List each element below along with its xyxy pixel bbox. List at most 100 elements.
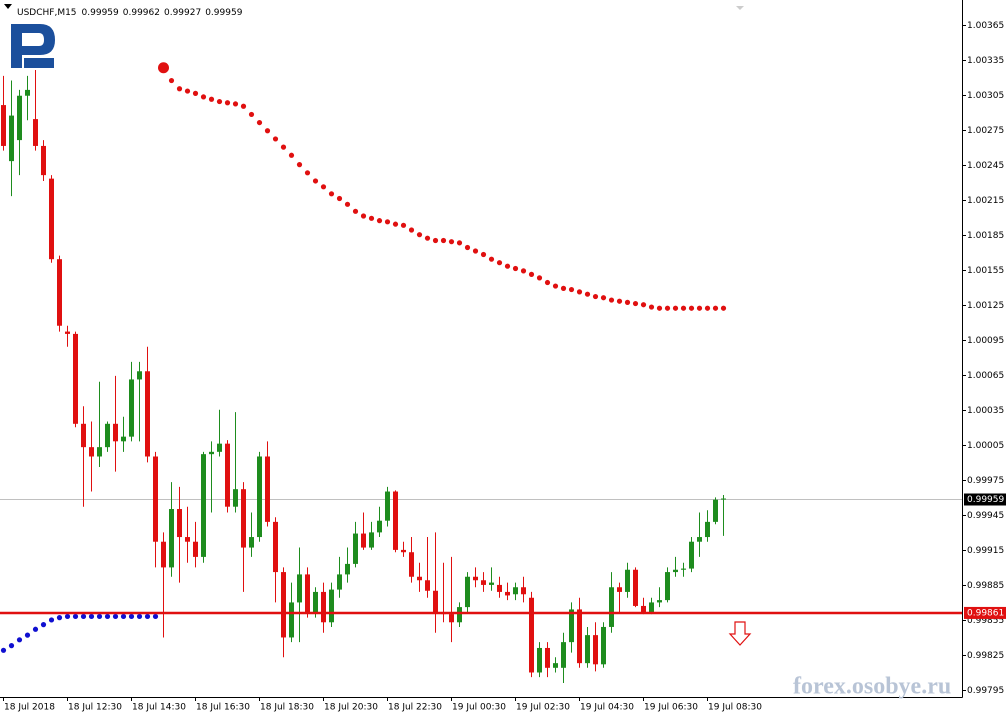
x-tick-label: 18 Jul 2018: [4, 703, 55, 713]
y-tick-label: 1.00245: [967, 161, 1004, 171]
y-tick-label: 0.99825: [967, 651, 1004, 661]
indicator-dot: [552, 283, 559, 289]
candle-body: [377, 520, 382, 533]
candle-body: [65, 331, 70, 334]
indicator-dot: [64, 613, 71, 620]
indicator-dot: [688, 305, 695, 311]
indicator-dot: [168, 77, 175, 84]
x-tick-label: 18 Jul 16:30: [196, 703, 250, 713]
indicator-dot: [256, 119, 263, 126]
menu-arrow[interactable]: [4, 4, 12, 9]
candle-body: [657, 600, 662, 603]
indicator-dot: [80, 613, 87, 620]
indicator-dot: [144, 613, 151, 620]
indicator-dot: [136, 613, 143, 620]
indicator-dot: [280, 144, 287, 150]
indicator-dot: [456, 240, 463, 246]
indicator-dot: [192, 90, 199, 97]
indicator-dot: [248, 111, 255, 118]
indicator-dot: [704, 305, 711, 311]
y-tick-label: 1.00065: [967, 371, 1004, 381]
x-tick-label: 19 Jul 04:30: [580, 703, 634, 713]
indicator-dot: [616, 298, 623, 304]
candle-body: [281, 572, 286, 638]
y-tick-label: 1.00125: [967, 301, 1004, 311]
indicator-dot: [696, 305, 703, 311]
indicator-dot: [672, 305, 679, 311]
ohlc-low: 0.99927: [164, 8, 201, 18]
candle-body: [89, 447, 94, 457]
candle-body: [73, 333, 78, 424]
candle-body: [233, 489, 238, 507]
candle-body: [329, 589, 334, 623]
indicator-dot: [360, 213, 367, 219]
y-tick-label: 0.99915: [967, 546, 1004, 556]
x-tick-label: 19 Jul 00:30: [452, 703, 506, 713]
candle-body: [617, 587, 622, 592]
indicator-dot: [152, 613, 159, 620]
indicator-dot: [24, 632, 31, 638]
candle-body: [705, 521, 710, 538]
indicator-dot: [344, 201, 351, 207]
candle-body: [273, 521, 278, 573]
indicator-dot: [176, 86, 183, 92]
candle-body: [497, 584, 502, 592]
candle-body: [713, 499, 718, 522]
candle-body: [593, 635, 598, 665]
indicator-dot: [600, 295, 607, 301]
indicator-dot: [440, 237, 447, 244]
y-tick-label: 0.99795: [967, 686, 1004, 696]
candle-body: [481, 580, 486, 585]
y-tick-label: 1.00185: [967, 231, 1004, 241]
candle-body: [529, 597, 534, 673]
y-tick-label: 1.00005: [967, 441, 1004, 451]
indicator-dot: [528, 271, 535, 277]
y-tick-label: 0.99855: [967, 616, 1004, 626]
candle-body: [489, 582, 494, 585]
y-tick-label: 1.00095: [967, 336, 1004, 346]
x-tick-label: 18 Jul 12:30: [68, 703, 122, 713]
candle-body: [601, 626, 606, 665]
candle-body: [81, 423, 86, 448]
candle-body: [289, 602, 294, 638]
y-tick-label: 0.99975: [967, 476, 1004, 486]
indicator-dot: [496, 260, 503, 266]
indicator-dot: [184, 88, 191, 94]
candle-body: [409, 552, 414, 577]
candle-body: [577, 609, 582, 664]
indicator-dot: [544, 279, 551, 286]
candle-body: [1, 105, 6, 146]
candle-body: [121, 436, 126, 442]
candle-body: [305, 574, 310, 613]
indicator-dot: [48, 617, 55, 623]
ohlc-high: 0.99962: [123, 8, 160, 18]
indicator-dot: [432, 237, 439, 244]
candle-body: [313, 591, 318, 613]
indicator-dot: [232, 101, 239, 107]
candle-body: [265, 456, 270, 522]
candle-body: [9, 115, 14, 162]
indicator-dot: [720, 305, 727, 311]
chart-title: USDCHF,M15 0.99959 0.99962 0.99927 0.99959: [17, 8, 243, 18]
candle-body: [393, 491, 398, 550]
indicator-dot: [576, 289, 583, 295]
indicator-dot: [504, 263, 511, 269]
x-tick-label: 19 Jul 06:30: [644, 703, 698, 713]
indicator-dot: [560, 285, 567, 291]
candle-body: [49, 178, 54, 260]
indicator-dot: [264, 128, 271, 134]
candle-body: [585, 635, 590, 664]
indicator-dot: [104, 613, 111, 620]
x-tick-label: 18 Jul 22:30: [388, 703, 442, 713]
level-label: 0.99861: [967, 608, 1004, 618]
indicator-dot: [584, 291, 591, 297]
indicator-dot: [352, 208, 359, 214]
x-tick-label: 18 Jul 14:30: [132, 703, 186, 713]
candle-body: [137, 371, 142, 380]
candle-body: [217, 443, 222, 452]
indicator-dot: [336, 195, 343, 202]
candle-body: [633, 569, 638, 606]
level-label-box: [964, 606, 1006, 619]
candle-body: [401, 549, 406, 553]
